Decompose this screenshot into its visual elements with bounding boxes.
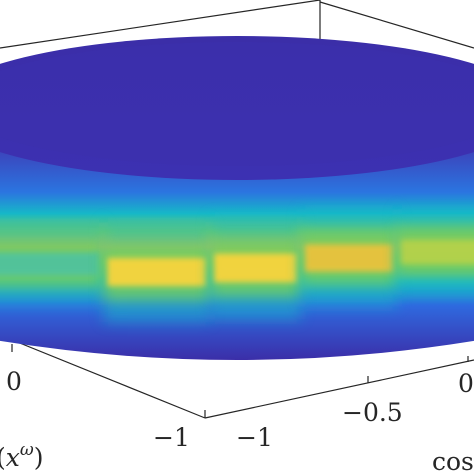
tick-label-x-neg05: −0.5	[342, 398, 403, 427]
axes-frame	[0, 0, 474, 419]
axis-back-edge-top	[0, 0, 321, 49]
tick-label-y-0: 0	[6, 367, 22, 396]
y-axis-label: (xω)	[0, 440, 44, 472]
y-axis-label-x: x	[6, 443, 20, 472]
axis-floor-edge-right	[204, 359, 474, 419]
axis-front-edge-right	[319, 1, 474, 49]
axis-ticks	[11, 344, 469, 418]
ridge-core-2	[214, 253, 298, 283]
tick-label-y-neg1: −1	[153, 423, 190, 452]
ridge-core-4	[401, 239, 474, 265]
axis-floor-edge-left	[0, 334, 206, 419]
x-axis-label: cos	[432, 447, 474, 474]
ridge-core-0	[0, 252, 100, 276]
ridge-layer	[0, 209, 474, 323]
surface-top-highlight	[0, 42, 474, 166]
ridge-core-3	[305, 244, 394, 272]
y-axis-label-close: )	[34, 443, 44, 472]
tick-label-x-0-partial: 0	[458, 369, 474, 398]
ridge-core-1	[107, 257, 207, 287]
y-axis-label-open: (	[0, 443, 6, 472]
y-axis-label-sup: ω	[20, 440, 34, 460]
tick-label-x-neg1: −1	[236, 423, 273, 452]
surface-body	[0, 36, 474, 360]
